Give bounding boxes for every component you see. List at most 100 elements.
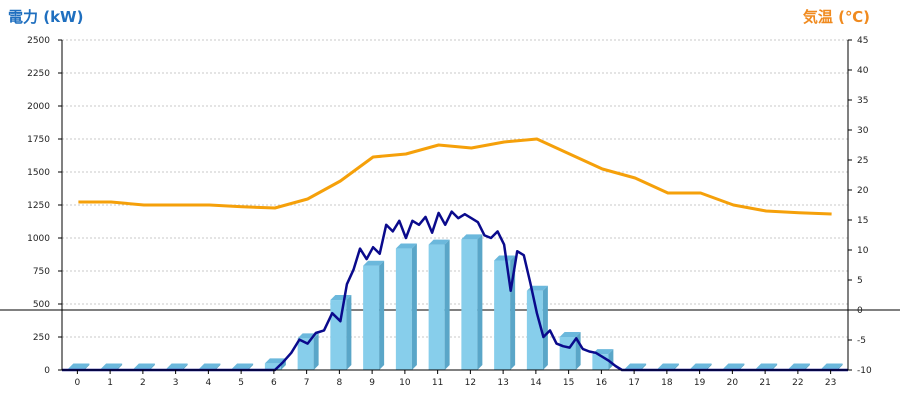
bar-top <box>788 363 810 369</box>
right-tick-label: 0 <box>857 306 863 316</box>
x-tick-label: 14 <box>530 378 542 388</box>
right-tick-label: 40 <box>857 66 869 76</box>
bar-front <box>297 338 314 370</box>
x-tick-label: 12 <box>465 378 476 388</box>
x-tick-label: 13 <box>497 378 508 388</box>
left-tick-label: 250 <box>33 333 50 343</box>
x-tick-label: 16 <box>596 378 608 388</box>
x-tick-label: 3 <box>173 378 179 388</box>
bar-top <box>494 255 516 261</box>
bar-side <box>739 363 745 370</box>
power-line <box>62 210 848 372</box>
bar-top <box>625 363 647 369</box>
bar-top <box>68 363 90 369</box>
bar-side <box>772 363 778 370</box>
left-tick-label: 1250 <box>27 201 50 211</box>
x-tick-label: 20 <box>727 378 739 388</box>
left-axis-title: 電力 (kW) <box>8 8 84 26</box>
bar-side <box>641 363 647 370</box>
left-tick-label: 2000 <box>27 102 50 112</box>
x-tick-label: 8 <box>337 378 343 388</box>
bar-front <box>395 248 412 370</box>
right-tick-label: 30 <box>857 126 869 136</box>
bar-layer <box>68 234 843 370</box>
left-tick-label: 1750 <box>27 135 50 145</box>
right-tick-label: 35 <box>857 96 868 106</box>
bar-side <box>411 243 417 370</box>
left-tick-label: 0 <box>44 366 50 376</box>
bar-side <box>804 363 810 370</box>
bar-side <box>444 239 450 370</box>
bar-front <box>264 363 281 370</box>
x-tick-label: 0 <box>75 378 81 388</box>
right-tick-label: -10 <box>857 366 872 376</box>
bar-front <box>526 290 543 370</box>
grid-layer <box>0 39 900 338</box>
x-tick-label: 7 <box>304 378 310 388</box>
bar <box>526 285 548 370</box>
x-tick-label: 11 <box>432 378 443 388</box>
bar-side <box>477 234 483 370</box>
bar-side <box>149 363 155 370</box>
bar-side <box>706 363 712 370</box>
bar-top <box>461 234 483 240</box>
bar-top <box>723 363 745 369</box>
bar <box>461 234 483 370</box>
x-tick-label: 6 <box>271 378 277 388</box>
bar-top <box>101 363 123 369</box>
bar-side <box>837 363 843 370</box>
x-tick-label: 4 <box>206 378 212 388</box>
bar-top <box>232 363 254 369</box>
bar <box>363 260 385 370</box>
left-tick-label: 1000 <box>27 234 50 244</box>
right-tick-label: 5 <box>857 276 863 286</box>
bar-top <box>559 332 581 337</box>
x-tick-label: 10 <box>399 378 411 388</box>
bar-side <box>379 260 385 370</box>
bar-top <box>395 243 417 249</box>
bar <box>428 239 450 370</box>
right-axis-title: 気温 (℃) <box>802 8 870 26</box>
bar <box>395 243 417 370</box>
bar-top <box>756 363 778 369</box>
left-tick-label: 1500 <box>27 168 50 178</box>
bar <box>559 332 581 370</box>
bar-side <box>673 363 679 370</box>
bar-side <box>313 333 319 370</box>
x-tick-label: 9 <box>369 378 375 388</box>
x-tick-label: 23 <box>825 378 836 388</box>
right-tick-label: 15 <box>857 216 868 226</box>
line-layer <box>62 137 848 372</box>
bar-top <box>133 363 155 369</box>
bar-top <box>657 363 679 369</box>
bar-front <box>494 260 511 370</box>
bar-front <box>428 244 445 370</box>
bar <box>297 333 319 370</box>
right-tick-label: -5 <box>857 336 866 346</box>
bar-top <box>166 363 188 369</box>
right-tick-label: 25 <box>857 156 868 166</box>
left-tick-label: 2500 <box>27 36 50 46</box>
bar <box>494 255 516 370</box>
right-tick-label: 45 <box>857 36 868 46</box>
left-tick-label: 2250 <box>27 69 50 79</box>
bar-top <box>821 363 843 369</box>
bar-top <box>264 358 286 364</box>
bar-front <box>461 239 478 370</box>
bar-top <box>428 239 450 245</box>
x-tick-label: 5 <box>238 378 244 388</box>
left-tick-label: 750 <box>33 267 50 277</box>
x-tick-label: 22 <box>792 378 803 388</box>
right-tick-label: 10 <box>857 246 869 256</box>
bar-side <box>84 363 90 370</box>
bar-top <box>199 363 221 369</box>
x-tick-label: 19 <box>694 378 706 388</box>
bar-side <box>117 363 123 370</box>
bar-front <box>363 265 380 370</box>
bar-top <box>690 363 712 369</box>
bar-top <box>330 295 352 301</box>
bar-top <box>363 260 385 266</box>
bar-front <box>330 300 347 370</box>
bar-side <box>346 295 352 370</box>
